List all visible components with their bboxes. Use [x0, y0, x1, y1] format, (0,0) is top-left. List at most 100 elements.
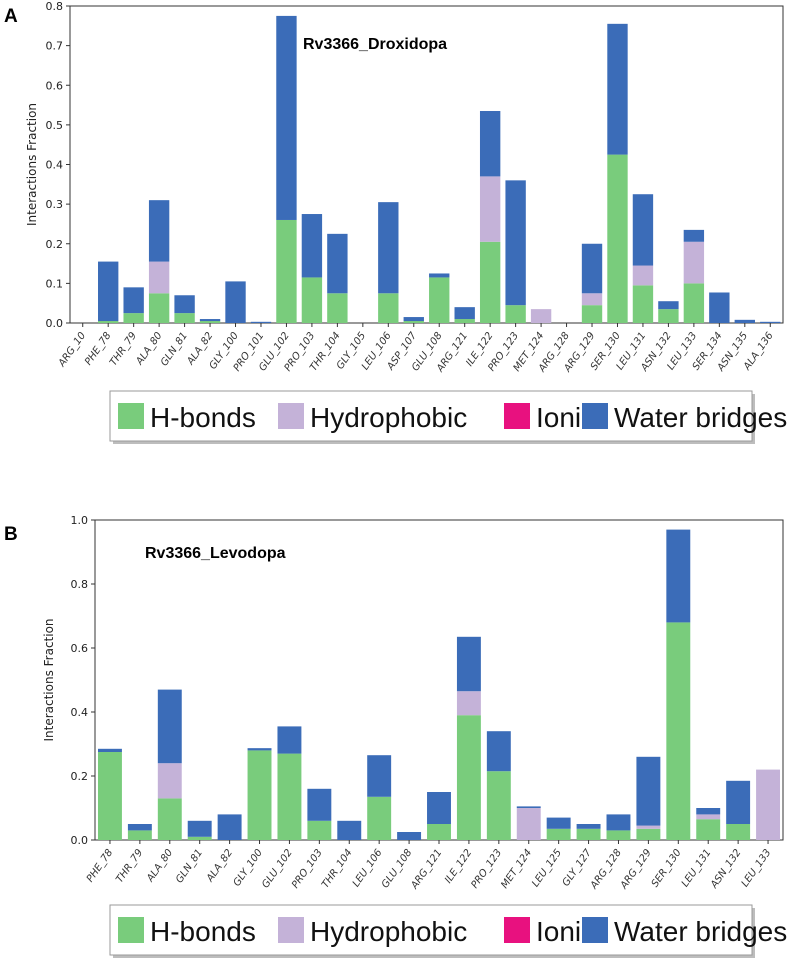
bar-water-arg-121 — [427, 792, 451, 824]
bar-water-gly-100 — [225, 281, 246, 323]
x-tick-label-b: LEU_125 — [530, 847, 564, 889]
bar-hbonds-phe-78 — [97, 752, 122, 840]
bar-water-pro-103 — [307, 788, 332, 821]
bar-water-arg-121 — [454, 307, 475, 320]
bar-hbonds-phe-78 — [98, 321, 119, 323]
bar-water-gln-81 — [174, 295, 195, 314]
legend-swatch-hbonds — [118, 403, 144, 429]
bar-water-glu-108 — [397, 832, 422, 840]
panel-label-a: A — [4, 6, 18, 27]
x-tick-label-b: THR_104 — [320, 847, 355, 890]
y-tick-label-a: 0.7 — [46, 40, 64, 53]
bar-hbonds-pro-123 — [505, 305, 526, 323]
bar-hbonds-asn-132 — [658, 309, 679, 323]
bar-water-glu-102 — [277, 726, 302, 754]
legend-swatch-ionic — [504, 917, 530, 943]
x-tick-label-b: MET_124 — [499, 847, 534, 890]
x-tick-label-b: THR_79 — [114, 847, 145, 885]
chart-title-b: Rv3366_Levodopa — [145, 545, 286, 562]
bar-hbonds-ala-80 — [157, 798, 182, 840]
bar-hbonds-leu-106 — [378, 293, 399, 323]
y-tick-label-a: 0.3 — [46, 198, 64, 211]
y-tick-label-b: 0.8 — [71, 578, 89, 591]
x-tick-label-a: THR_79 — [108, 330, 139, 368]
bar-hbonds-gly-100 — [247, 750, 272, 840]
bar-hydrophobic-arg-129 — [581, 293, 603, 306]
y-axis-label-b: Interactions Fraction — [42, 618, 56, 741]
panel-label-b: B — [4, 524, 18, 545]
bar-water-ala-82 — [217, 814, 242, 840]
bar-water-met-124 — [516, 806, 541, 808]
x-tick-label-b: PHE_78 — [85, 847, 116, 884]
bar-hbonds-gly-127 — [576, 828, 601, 840]
bar-water-glu-108 — [429, 273, 450, 278]
legend-label-hydrophobic: Hydrophobic — [310, 402, 467, 433]
x-tick-label-b: GLN_81 — [174, 847, 205, 885]
bar-water-thr-79 — [127, 824, 152, 831]
bar-water-arg-129 — [581, 243, 603, 294]
bar-water-ser-134 — [709, 292, 730, 323]
x-tick-label-b: ILE_122 — [443, 847, 474, 885]
bar-hbonds-arg-128 — [606, 830, 631, 840]
legend-a: H-bonds Hydrophobic Ionic Water bridges — [109, 390, 787, 444]
bar-hydrophobic-leu-131 — [696, 814, 721, 820]
bar-water-gly-127 — [576, 824, 601, 829]
x-tick-label-b: ASN_132 — [708, 847, 743, 891]
bar-water-thr-79 — [123, 287, 144, 314]
y-tick-label-b: 0.6 — [71, 642, 89, 655]
legend-swatch-hydrophobic — [278, 917, 304, 943]
bar-water-leu-125 — [546, 817, 571, 829]
bar-water-arg-128 — [606, 814, 631, 831]
bar-hydrophobic-leu-133 — [756, 769, 781, 840]
legend-label-water: Water bridges — [614, 402, 787, 433]
bar-hbonds-glu-108 — [429, 277, 450, 323]
bar-water-asn-132 — [726, 780, 751, 824]
panel-a: A 0.0 0.1 0.2 0.3 0.4 0.5 0.6 0.7 0.8 Interaction… — [4, 0, 787, 444]
bar-water-leu-106 — [367, 755, 392, 797]
x-tick-label-a: ARG_10 — [56, 330, 88, 369]
bar-water-ile-122 — [456, 636, 481, 692]
bar-water-leu-131 — [632, 194, 654, 266]
bar-hydrophobic-met-124 — [516, 808, 541, 840]
plot-frame-a — [69, 5, 784, 324]
bar-hbonds-gln-81 — [174, 313, 195, 323]
x-tick-label-b: LEU_133 — [740, 847, 774, 889]
bar-hbonds-ser-130 — [607, 154, 628, 323]
bar-hbonds-thr-79 — [127, 830, 152, 840]
bar-hbonds-glu-102 — [276, 219, 297, 323]
bar-hbonds-pro-103 — [301, 277, 323, 323]
bar-hbonds-arg-121 — [454, 319, 475, 323]
x-tick-label-b: ALA_82 — [204, 847, 235, 884]
bar-hydrophobic-ile-122 — [479, 176, 501, 242]
bar-water-ala-80 — [148, 200, 170, 262]
legend-swatch-water — [582, 917, 608, 943]
bar-water-pro-101 — [250, 321, 272, 323]
bar-hbonds-asp-107 — [403, 321, 424, 323]
bar-water-phe-78 — [97, 748, 122, 752]
bar-hbonds-thr-104 — [327, 293, 348, 323]
y-tick-label-b: 1.0 — [71, 514, 89, 527]
bar-water-arg-129 — [636, 756, 661, 826]
bar-water-thr-104 — [327, 233, 348, 294]
chart-title-a: Rv3366_Droxidopa — [303, 36, 447, 53]
bar-water-ser-130 — [607, 23, 628, 155]
bar-hbonds-ile-122 — [456, 715, 481, 840]
legend-b: H-bonds Hydrophobic Ionic Water bridges — [109, 904, 787, 958]
panel-b: B 0.0 0.2 0.4 0.6 0.8 1.0 Interactions Fractio… — [4, 514, 787, 958]
bar-water-ala-136 — [760, 321, 781, 323]
bar-water-asp-107 — [403, 317, 424, 322]
bar-water-thr-104 — [337, 820, 362, 840]
bar-water-asn-135 — [734, 319, 755, 323]
bar-hydrophobic-ile-122 — [456, 691, 481, 716]
y-tick-label-a: 0.5 — [46, 119, 64, 132]
bar-hbonds-leu-125 — [546, 828, 571, 840]
x-tick-label-b: GLY_100 — [232, 847, 265, 888]
y-tick-label-a: 0.0 — [46, 317, 64, 330]
bar-water-gln-81 — [187, 820, 212, 837]
bar-hbonds-leu-133 — [683, 283, 705, 323]
bar-hbonds-ser-130 — [666, 622, 691, 840]
y-tick-label-b: 0.0 — [71, 834, 89, 847]
bar-hydrophobic-leu-133 — [683, 241, 705, 284]
bar-hbonds-glu-102 — [277, 753, 302, 840]
bar-hydrophobic-ala-80 — [148, 261, 170, 294]
